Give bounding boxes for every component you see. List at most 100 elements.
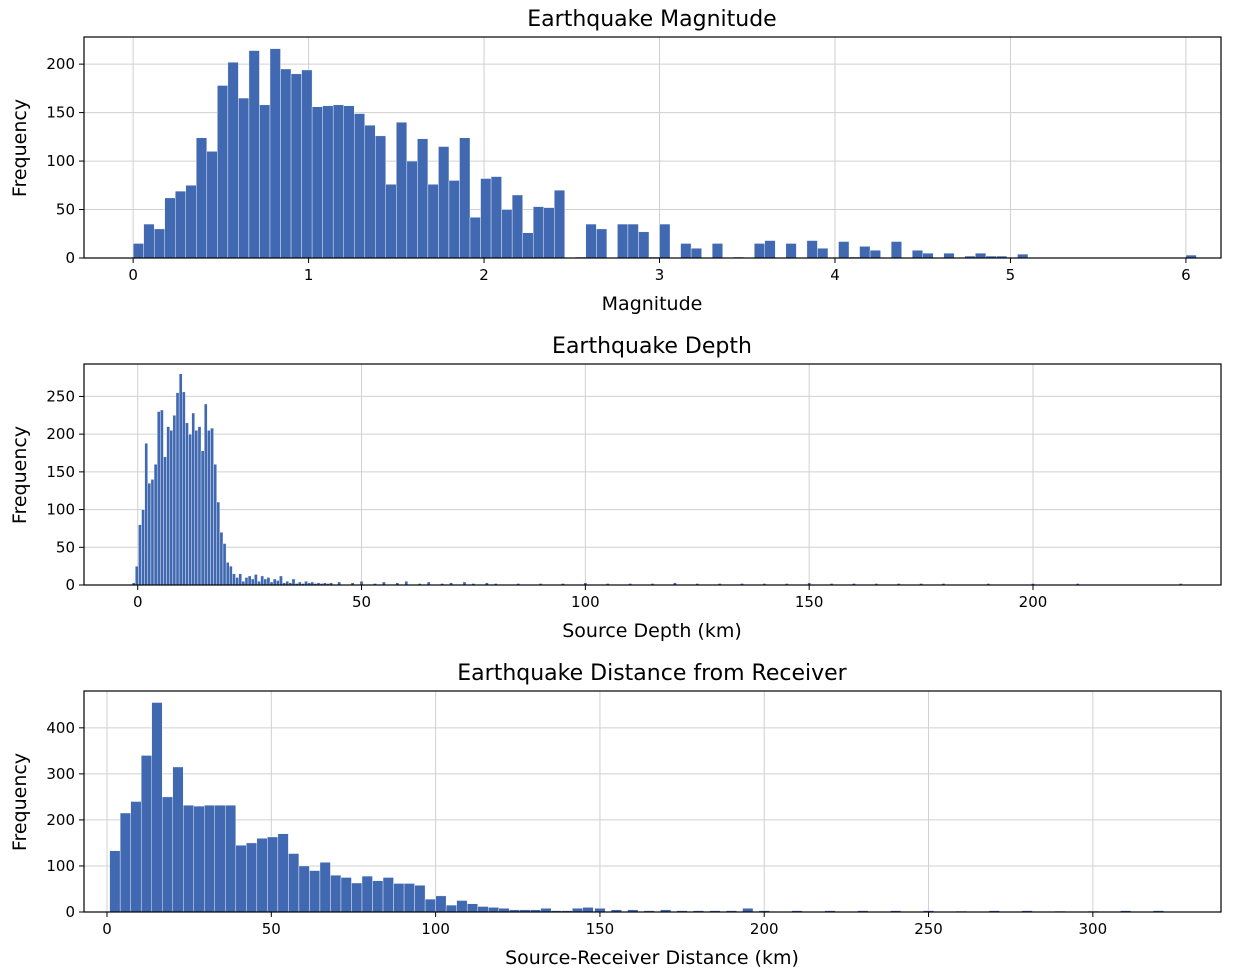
magnitude-bar (196, 137, 208, 259)
depth-x-tick-label: 50 (352, 593, 371, 611)
distance-bar (361, 875, 373, 913)
depth-bar (160, 409, 164, 586)
depth-bar (254, 574, 258, 586)
depth-x-tick-label: 100 (571, 593, 600, 611)
depth-bar (178, 373, 183, 586)
magnitude-bar (585, 223, 597, 259)
depth-x-tick-label: 0 (133, 593, 143, 611)
magnitude-plot-frame (83, 36, 1222, 259)
magnitude-bar (869, 250, 881, 259)
depth-bar (272, 578, 277, 586)
distance-y-axis-label: Frequency (9, 753, 31, 851)
magnitude-x-tick-label: 3 (655, 266, 665, 284)
distance-x-axis-label: Source-Receiver Distance (km) (505, 947, 799, 969)
depth-bar (147, 482, 152, 586)
depth-bar (244, 577, 249, 586)
magnitude-bar (396, 122, 408, 259)
magnitude-bars (132, 48, 1197, 259)
magnitude-bar (511, 194, 523, 259)
magnitude-bar (690, 248, 702, 259)
depth-bar (250, 578, 255, 586)
magnitude-bar (501, 209, 513, 259)
distance-bar (109, 850, 121, 913)
magnitude-y-tick-label: 50 (56, 201, 75, 219)
magnitude-bar (890, 241, 902, 259)
depth-y-axis-label: Frequency (9, 426, 31, 524)
distance-y-tick-label: 400 (46, 719, 75, 737)
distance-bar (435, 895, 447, 913)
depth-bar (156, 411, 161, 586)
depth-bar (222, 543, 227, 586)
magnitude-bar (269, 48, 281, 259)
depth-bar (138, 524, 142, 586)
depth-bar (213, 464, 217, 586)
depth-bar (144, 442, 148, 586)
distance-bar (582, 907, 594, 913)
distance-bar (246, 842, 258, 913)
distance-bar (183, 804, 194, 913)
distance-bar (193, 805, 205, 913)
depth-bar (276, 580, 280, 586)
magnitude-bar (817, 248, 829, 259)
depth-y-tick-label: 100 (46, 501, 75, 519)
magnitude-bar (617, 223, 629, 259)
depth-bar (210, 427, 214, 586)
magnitude-bar (153, 228, 165, 259)
magnitude-bar (490, 176, 502, 259)
magnitude-bar (322, 105, 334, 259)
distance-bar (382, 877, 394, 913)
depth-bar (194, 430, 199, 586)
magnitude-bar (259, 104, 271, 259)
distance-y-tick-label: 0 (65, 903, 75, 921)
magnitude-ticks: 0 1 2 3 4 5 6 0 50 100 150 200 (46, 55, 1190, 284)
magnitude-bar (680, 243, 692, 259)
magnitude-bar (385, 184, 397, 259)
distance-bar (140, 755, 152, 913)
magnitude-y-tick-label: 200 (46, 55, 75, 73)
distance-bar (277, 833, 289, 913)
depth-bar (229, 565, 233, 586)
depth-y-tick-label: 200 (46, 425, 75, 443)
magnitude-bar (627, 223, 639, 259)
depth-bar (207, 430, 211, 586)
magnitude-x-tick-label: 2 (479, 266, 489, 284)
distance-bar (309, 870, 321, 913)
magnitude-bar (459, 137, 471, 259)
magnitude-bar (143, 223, 155, 259)
depth-ticks: 0 50 100 150 200 0 50 100 150 200 250 (46, 387, 1047, 611)
distance-bar (151, 702, 163, 913)
depth-bar (182, 391, 186, 586)
distance-bar (225, 804, 237, 913)
magnitude-bar (332, 104, 344, 259)
magnitude-bar (406, 160, 418, 259)
magnitude-bar (417, 138, 429, 259)
magnitude-bar (185, 185, 197, 259)
distance-bar (319, 862, 331, 913)
distance-bar (119, 812, 131, 913)
magnitude-chart-title: Earthquake Magnitude (527, 7, 776, 32)
depth-bar (232, 573, 236, 586)
magnitude-bar (248, 50, 260, 259)
magnitude-bar (975, 252, 987, 259)
magnitude-bar (659, 223, 671, 259)
magnitude-bar (943, 252, 955, 259)
distance-bar (204, 804, 215, 913)
magnitude-bar (764, 240, 776, 259)
magnitude-bar (522, 232, 534, 259)
magnitude-bar (638, 231, 650, 259)
distance-bar (130, 801, 142, 913)
magnitude-bar (785, 243, 797, 259)
magnitude-y-tick-label: 0 (65, 249, 75, 267)
depth-bar (185, 422, 189, 586)
magnitude-y-axis-label: Frequency (9, 99, 31, 197)
distance-bar (235, 845, 247, 913)
magnitude-bar (859, 246, 871, 259)
magnitude-bar (238, 97, 250, 259)
distance-x-tick-label: 50 (262, 920, 281, 938)
distance-y-tick-label: 300 (46, 765, 75, 783)
depth-bar (172, 415, 177, 586)
magnitude-bar (838, 241, 850, 259)
magnitude-bar (480, 178, 492, 259)
magnitude-bar (711, 243, 723, 259)
distance-x-tick-label: 250 (914, 920, 943, 938)
